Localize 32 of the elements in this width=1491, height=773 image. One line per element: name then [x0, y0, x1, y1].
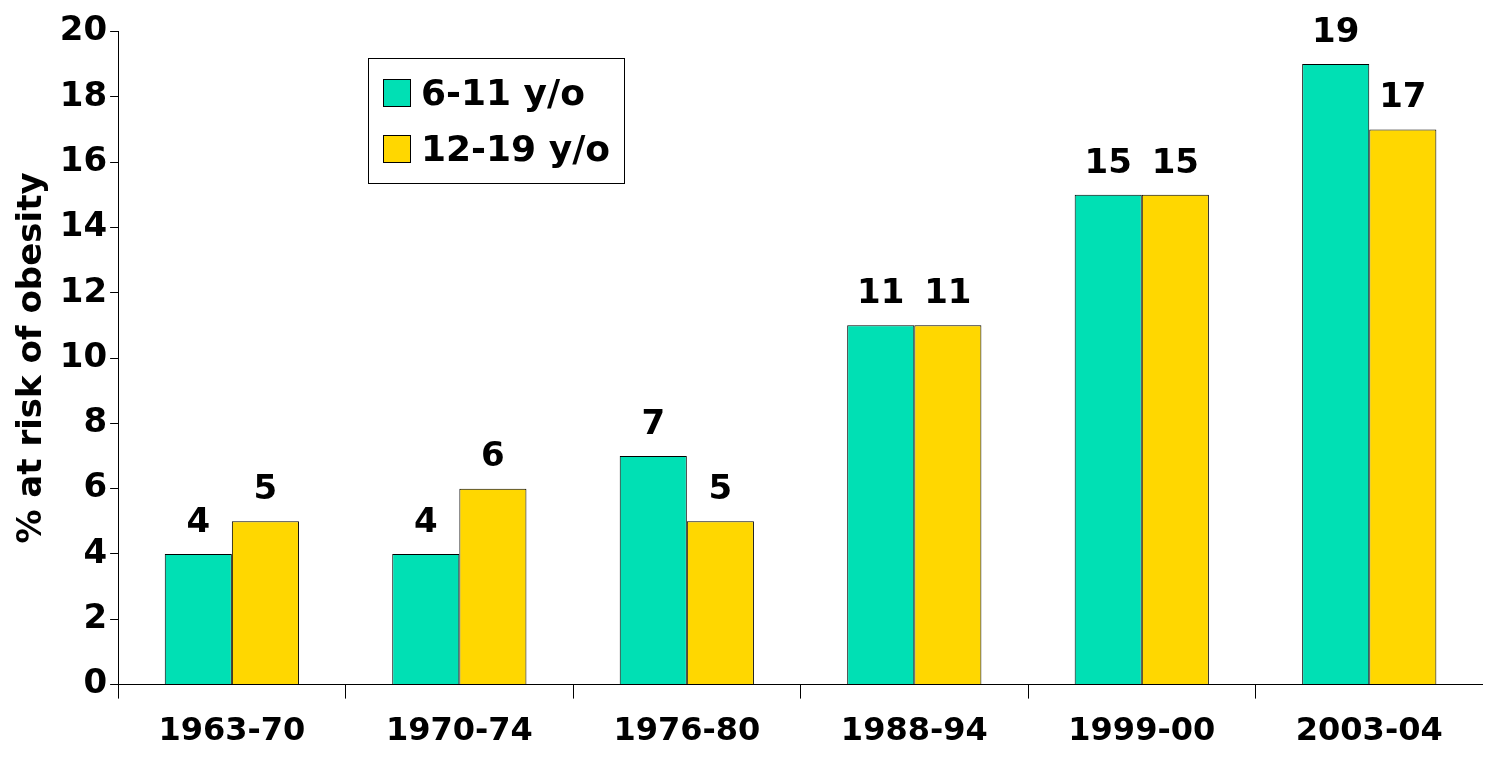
data-label: 4	[186, 499, 211, 540]
data-label: 15	[1151, 140, 1199, 181]
data-label: 4	[413, 499, 438, 540]
data-label: 7	[641, 401, 666, 442]
y-tick-label: 10	[59, 334, 108, 375]
y-tick-label: 20	[59, 8, 108, 49]
x-tick-label: 1970-74	[385, 710, 533, 749]
x-tick-label: 2003-04	[1295, 710, 1443, 749]
x-tick-label: 1999-00	[1068, 710, 1216, 749]
data-label: 19	[1312, 9, 1360, 50]
y-tick-label: 2	[83, 596, 108, 637]
x-tick-label: 1976-80	[613, 710, 761, 749]
data-label: 5	[708, 467, 733, 508]
data-label: 5	[253, 467, 278, 508]
y-axis-title: % at risk of obesity	[9, 172, 50, 544]
y-tick-label: 16	[59, 138, 108, 179]
y-tick-label: 0	[83, 661, 108, 702]
y-tick-label: 8	[83, 400, 108, 441]
y-tick-label: 14	[59, 204, 108, 245]
data-label: 17	[1379, 75, 1427, 116]
x-tick-label: 1963-70	[158, 710, 306, 749]
data-label: 11	[857, 271, 905, 312]
legend-label: 12-19 y/o	[421, 127, 611, 171]
y-tick-label: 4	[83, 530, 108, 571]
y-tick-label: 18	[59, 73, 108, 114]
data-label: 6	[481, 434, 505, 475]
y-tick-label: 6	[83, 465, 108, 506]
data-label: 15	[1084, 140, 1132, 181]
data-label: 11	[924, 271, 972, 312]
legend-label: 6-11 y/o	[421, 71, 585, 115]
x-tick-label: 1988-94	[840, 710, 988, 749]
y-tick-label: 12	[59, 269, 108, 310]
